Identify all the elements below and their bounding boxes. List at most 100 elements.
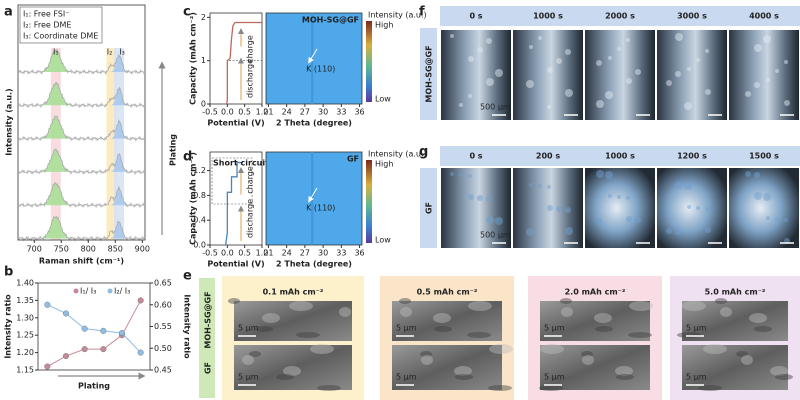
- x-tick-label: 30: [318, 108, 328, 117]
- texture: [289, 301, 313, 311]
- texture: [596, 60, 602, 66]
- x-tick-label: 1.0: [256, 249, 269, 258]
- y-tick-label: 1.35: [16, 296, 34, 305]
- colorbar-label: High: [375, 21, 393, 30]
- texture: [317, 385, 341, 391]
- texture: [560, 298, 572, 304]
- x-tick-label: 800: [81, 245, 96, 254]
- texture: [705, 89, 711, 95]
- texture: [420, 351, 432, 357]
- texture: [596, 100, 604, 108]
- texture: [677, 332, 701, 338]
- texture: [538, 184, 542, 188]
- texture: [495, 217, 503, 225]
- colorbar-label: High: [375, 160, 393, 169]
- texture: [784, 218, 788, 222]
- column-title: 0.1 mAh cm⁻²: [263, 288, 324, 297]
- texture: [720, 307, 732, 317]
- texture: [736, 351, 748, 357]
- texture: [459, 103, 463, 107]
- texture: [605, 171, 613, 179]
- time-label: 1000 s: [533, 12, 563, 21]
- texture: [666, 80, 672, 86]
- spectrum: [18, 115, 145, 142]
- y-tick-label: 1.40: [16, 279, 34, 288]
- texture: [705, 207, 709, 211]
- x-tick-label: 0.0: [221, 249, 234, 258]
- optical-image: [585, 30, 655, 120]
- peak-fill: [109, 188, 128, 206]
- x-tick-label: 21: [263, 249, 273, 258]
- scale-bar-label: 500 μm: [480, 231, 511, 240]
- texture: [745, 171, 751, 177]
- time-label: 2000 s: [605, 12, 635, 21]
- texture: [339, 307, 351, 317]
- texture: [255, 326, 273, 332]
- scale-bar-label: 5 μm: [544, 324, 565, 333]
- time-label: 4000 s: [749, 12, 779, 21]
- scale-bar-label: 5 μm: [238, 373, 259, 382]
- x-tick-label: -0.5: [202, 249, 218, 258]
- colorbar-label: Low: [375, 236, 391, 245]
- row-label: GF: [204, 362, 213, 374]
- texture: [421, 355, 433, 365]
- header-bar: [440, 6, 800, 26]
- peak-band: [114, 48, 125, 240]
- x-tick-label: 33: [336, 108, 346, 117]
- spectrum: [18, 82, 145, 109]
- texture: [400, 307, 412, 317]
- x-tick-label: 750: [54, 245, 69, 254]
- panel-letter: d: [183, 150, 192, 165]
- texture: [565, 49, 571, 55]
- legend-text: I₂/ I₃: [114, 287, 130, 296]
- point: [137, 297, 144, 304]
- annotation: K (110): [306, 65, 335, 74]
- texture: [626, 38, 630, 42]
- texture: [450, 172, 454, 176]
- optical-image: [585, 168, 655, 248]
- scale-bar-label: 5 μm: [396, 324, 417, 333]
- texture: [228, 298, 240, 304]
- texture: [626, 196, 630, 200]
- x-tick-label: 33: [336, 249, 346, 258]
- texture: [486, 78, 494, 86]
- panel-letter: a: [4, 5, 13, 20]
- sem-image: [682, 345, 788, 390]
- optical-image: [657, 30, 727, 120]
- texture: [675, 71, 681, 77]
- plot-frame: [209, 151, 263, 246]
- texture: [565, 89, 573, 97]
- time-label: 1000 s: [605, 152, 635, 161]
- inset-box: [211, 157, 253, 205]
- texture: [741, 355, 753, 365]
- scale-bar-label: 5 μm: [396, 373, 417, 382]
- time-label: 1200 s: [677, 152, 707, 161]
- x-tick-label: 30: [318, 249, 328, 258]
- x-tick-label: 24: [282, 249, 292, 258]
- peak-label: I₃: [119, 48, 125, 57]
- x-tick-label: 36: [354, 249, 364, 258]
- texture: [754, 82, 760, 88]
- x-tick-label: 0.5: [238, 108, 251, 117]
- peak-band: [106, 48, 117, 240]
- texture: [754, 192, 762, 200]
- x-axis-label: 2 Theta (degree): [276, 119, 352, 128]
- scale-bar-label: 500 μm: [480, 103, 511, 112]
- heatmap-label: GF: [347, 155, 359, 164]
- row-label: GF: [425, 202, 434, 214]
- x-axis-label: Plating: [78, 382, 110, 391]
- annotation: Short circuit: [213, 159, 269, 168]
- texture: [468, 301, 492, 311]
- y-tick-label: 0.0: [193, 241, 206, 250]
- x-tick-label: 0.0: [221, 108, 234, 117]
- x-axis-label: Potential (V): [207, 260, 264, 269]
- x-tick-label: 850: [108, 245, 123, 254]
- texture: [605, 91, 613, 99]
- point: [81, 325, 88, 332]
- legend-text: I₃: Coordinate DME: [23, 32, 98, 41]
- point: [118, 330, 125, 337]
- point: [44, 363, 51, 370]
- texture: [775, 69, 779, 73]
- peak-label: I₁: [53, 48, 59, 57]
- plot-frame: [37, 282, 151, 371]
